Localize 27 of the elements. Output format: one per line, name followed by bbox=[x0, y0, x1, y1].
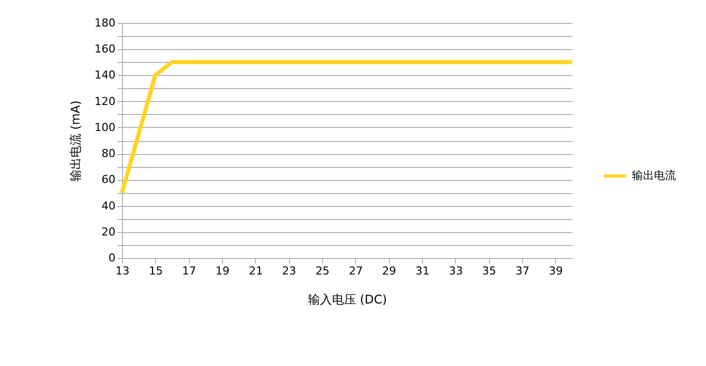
x-tick-label: 13 bbox=[116, 264, 130, 278]
x-tick-label: 21 bbox=[248, 264, 263, 278]
y-tick-label: 20 bbox=[102, 225, 116, 238]
y-tick-label: 180 bbox=[94, 16, 116, 30]
x-tick-label: 29 bbox=[382, 264, 396, 278]
x-tick-label: 15 bbox=[148, 264, 163, 278]
x-tick-label: 35 bbox=[482, 264, 496, 278]
x-tick-label: 39 bbox=[548, 264, 563, 278]
x-axis-title: 输入电压 (DC) bbox=[308, 292, 387, 306]
y-tick-label: 140 bbox=[94, 68, 116, 82]
x-tick-label: 17 bbox=[182, 264, 196, 278]
x-tick-label: 19 bbox=[216, 264, 230, 278]
x-tick-label: 31 bbox=[416, 264, 430, 278]
y-axis-title: 输出电流 (mA) bbox=[68, 100, 83, 182]
y-tick-label: 120 bbox=[94, 94, 116, 108]
legend-label: 输出电流 bbox=[632, 169, 676, 182]
y-tick-label: 80 bbox=[102, 147, 116, 160]
y-tick-label: 100 bbox=[94, 120, 116, 134]
y-tick-label: 160 bbox=[94, 42, 116, 56]
x-tick-label: 33 bbox=[448, 264, 463, 278]
x-tick-label: 27 bbox=[348, 264, 363, 278]
y-tick-label: 40 bbox=[102, 199, 116, 212]
x-tick-label: 25 bbox=[316, 264, 330, 278]
y-tick-label: 0 bbox=[108, 252, 116, 264]
x-tick-label: 37 bbox=[516, 264, 530, 278]
x-tick-label: 23 bbox=[282, 264, 296, 278]
y-tick-label: 60 bbox=[102, 173, 116, 186]
